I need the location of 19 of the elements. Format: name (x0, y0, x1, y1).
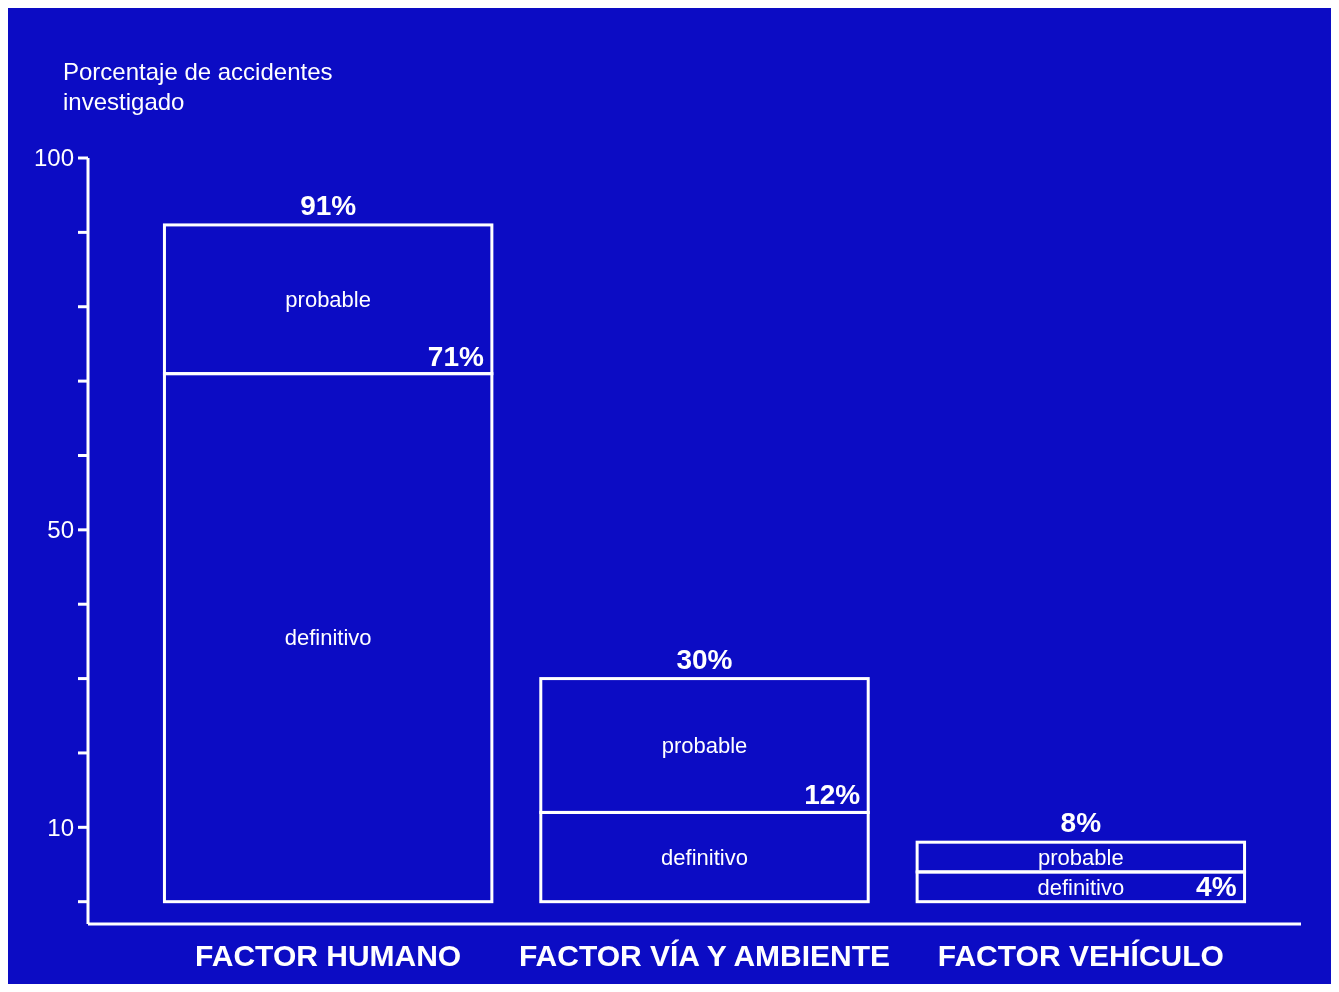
total-label: 30% (676, 643, 733, 675)
text: probable (661, 733, 748, 759)
data-label: 71% (427, 340, 484, 372)
x-tick-label: FACTOR HUMANO (195, 939, 462, 972)
series-label: definitivo (1037, 874, 1125, 900)
text: definitivo (284, 625, 372, 651)
y-axis-title: Porcentaje de accidentes investigado (63, 58, 333, 115)
text: probable (285, 287, 371, 312)
series-label: probable (1038, 844, 1124, 870)
y-tick-label: 100 (33, 144, 74, 172)
x-tick-label: FACTOR VEHÍCULO (937, 939, 1224, 972)
total-label: 91% (300, 189, 357, 221)
data-label: 12% (804, 779, 861, 811)
text: definitivo (661, 844, 748, 870)
data-label: 4% (1196, 870, 1237, 902)
x-tick-label: FACTOR VÍA Y AMBIENTE (518, 939, 891, 972)
y-tick-label: 10 (47, 813, 74, 841)
total-label: 8% (1060, 807, 1102, 839)
y-tick-label: 50 (47, 516, 74, 544)
